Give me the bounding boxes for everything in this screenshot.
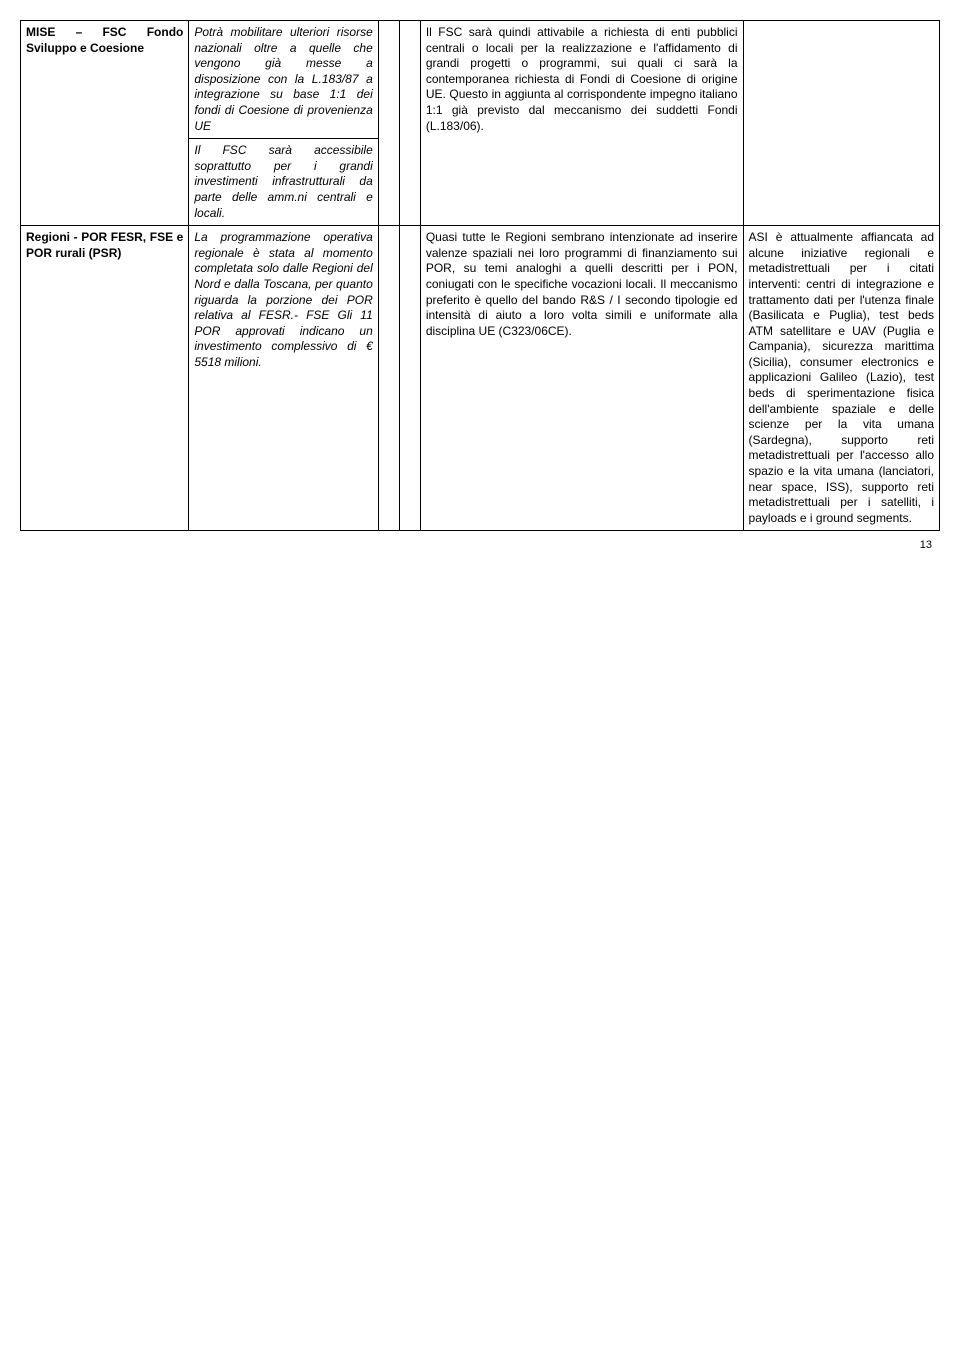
page-number: 13 [20, 539, 940, 551]
cell-empty [743, 21, 939, 226]
cell-empty [378, 226, 399, 531]
table-row: Regioni - POR FESR, FSE e POR rurali (PS… [21, 226, 940, 531]
cell-desc-regioni: La programmazione operativa regionale è … [189, 226, 378, 531]
cell-note-mise: Il FSC sarà quindi attivabile a richiest… [420, 21, 743, 226]
cell-asi: ASI è attualmente affiancata ad alcune i… [743, 226, 939, 531]
cell-desc-mise-b: Il FSC sarà accessibile soprattutto per … [189, 139, 378, 226]
table-row: MISE – FSC Fondo Sviluppo e Coesione Pot… [21, 21, 940, 139]
cell-desc-mise-a: Potrà mobilitare ulteriori risorse nazio… [189, 21, 378, 139]
cell-label-regioni: Regioni - POR FESR, FSE e POR rurali (PS… [21, 226, 189, 531]
cell-empty [399, 226, 420, 531]
cell-empty [399, 21, 420, 226]
cell-note-regioni: Quasi tutte le Regioni sembrano intenzio… [420, 226, 743, 531]
cell-label-mise: MISE – FSC Fondo Sviluppo e Coesione [21, 21, 189, 226]
cell-empty [378, 21, 399, 226]
main-table: MISE – FSC Fondo Sviluppo e Coesione Pot… [20, 20, 940, 531]
